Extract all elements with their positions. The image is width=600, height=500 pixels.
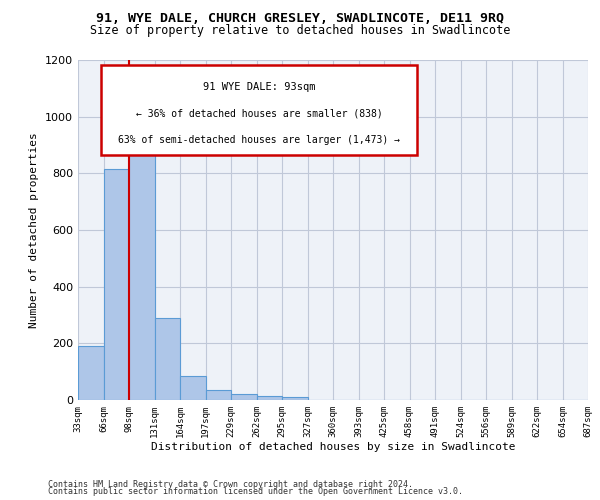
Bar <box>257 396 282 400</box>
Text: 63% of semi-detached houses are larger (1,473) →: 63% of semi-detached houses are larger (… <box>118 135 400 145</box>
Text: Distribution of detached houses by size in Swadlincote: Distribution of detached houses by size … <box>151 442 515 452</box>
Text: 91, WYE DALE, CHURCH GRESLEY, SWADLINCOTE, DE11 9RQ: 91, WYE DALE, CHURCH GRESLEY, SWADLINCOT… <box>96 12 504 26</box>
Text: ← 36% of detached houses are smaller (838): ← 36% of detached houses are smaller (83… <box>136 109 382 119</box>
Bar <box>180 376 205 400</box>
Bar <box>78 346 104 400</box>
Text: Contains public sector information licensed under the Open Government Licence v3: Contains public sector information licen… <box>48 487 463 496</box>
Text: Contains HM Land Registry data © Crown copyright and database right 2024.: Contains HM Land Registry data © Crown c… <box>48 480 413 489</box>
Bar <box>205 390 231 400</box>
Bar <box>231 394 257 400</box>
Text: Size of property relative to detached houses in Swadlincote: Size of property relative to detached ho… <box>90 24 510 37</box>
Bar <box>282 397 308 400</box>
Bar <box>155 318 180 400</box>
Y-axis label: Number of detached properties: Number of detached properties <box>29 132 40 328</box>
Bar <box>129 138 155 400</box>
FancyBboxPatch shape <box>101 65 417 155</box>
Text: 91 WYE DALE: 93sqm: 91 WYE DALE: 93sqm <box>203 82 316 92</box>
Bar <box>104 169 129 400</box>
